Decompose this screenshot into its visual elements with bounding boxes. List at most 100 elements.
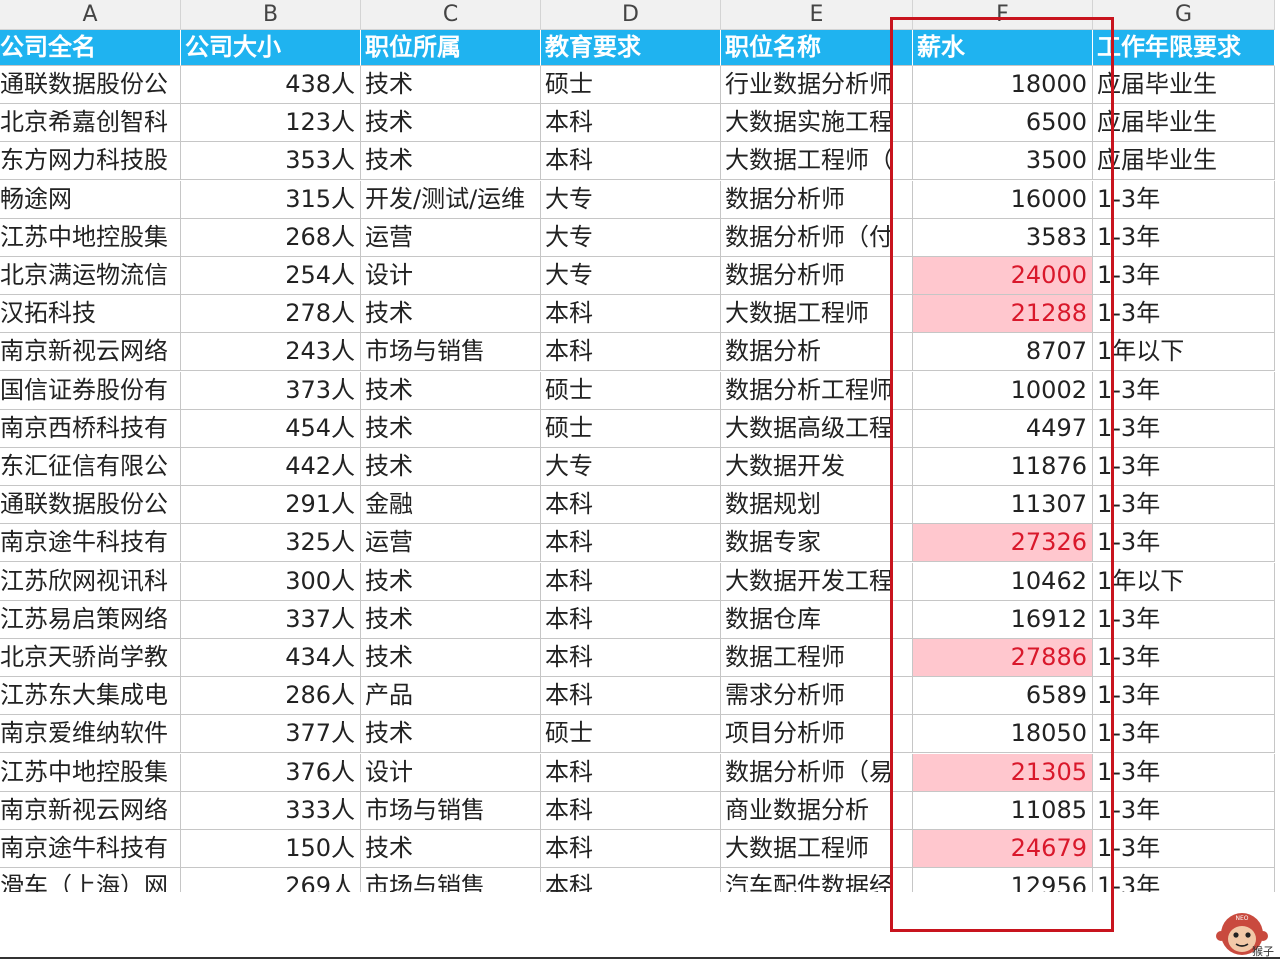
cell-edu[interactable]: 本科 [541, 486, 721, 525]
cell-dept[interactable]: 技术 [361, 142, 541, 181]
cell-size[interactable]: 333人 [181, 791, 361, 830]
cell-title[interactable]: 大数据开发 [721, 448, 913, 486]
cell-dept[interactable]: 技术 [361, 371, 541, 410]
cell-edu[interactable]: 大专 [541, 218, 721, 257]
cell-title[interactable]: 数据分析师 [721, 257, 913, 295]
cell-dept[interactable]: 设计 [361, 753, 541, 792]
cell-title[interactable]: 商业数据分析 [721, 791, 913, 830]
cell-exp[interactable]: 1-3年 [1093, 409, 1275, 448]
cell-title[interactable]: 数据分析师（付 [721, 218, 913, 257]
cell-exp[interactable]: 应届毕业生 [1093, 66, 1275, 104]
cell-edu[interactable]: 硕士 [541, 371, 721, 410]
cell-exp[interactable]: 1-3年 [1093, 715, 1275, 754]
cell-title[interactable]: 需求分析师 [721, 677, 913, 716]
cell-size[interactable]: 254人 [181, 257, 361, 295]
cell-size[interactable]: 150人 [181, 830, 361, 868]
cell-dept[interactable]: 市场与销售 [361, 333, 541, 372]
cell-size[interactable]: 315人 [181, 180, 361, 219]
cell-size[interactable]: 377人 [181, 715, 361, 754]
cell-salary[interactable]: 16000 [913, 180, 1093, 219]
cell-size[interactable]: 434人 [181, 639, 361, 677]
cell-salary[interactable]: 27326 [913, 524, 1093, 563]
column-header-b[interactable]: B [181, 0, 361, 30]
cell-edu[interactable]: 本科 [541, 791, 721, 830]
cell-dept[interactable]: 技术 [361, 830, 541, 868]
cell-company[interactable]: 江苏中地控股集 [0, 753, 181, 792]
cell-dept[interactable]: 技术 [361, 295, 541, 334]
cell-company[interactable]: 汉拓科技 [0, 295, 181, 334]
cell-salary[interactable]: 18050 [913, 715, 1093, 754]
cell-title[interactable]: 大数据工程师（ [721, 142, 913, 181]
cell-exp[interactable]: 1-3年 [1093, 486, 1275, 525]
cell-exp[interactable]: 1年以下 [1093, 562, 1275, 601]
cell-salary[interactable]: 8707 [913, 333, 1093, 372]
header-experience[interactable]: 工作年限要求 [1093, 30, 1275, 66]
cell-exp[interactable]: 1-3年 [1093, 600, 1275, 639]
cell-dept[interactable]: 开发/测试/运维 [361, 180, 541, 219]
cell-title[interactable]: 汽车配件数据经 [721, 868, 913, 893]
header-edu[interactable]: 教育要求 [541, 30, 721, 66]
cell-edu[interactable]: 本科 [541, 677, 721, 716]
cell-title[interactable]: 大数据实施工程 [721, 104, 913, 143]
cell-edu[interactable]: 本科 [541, 868, 721, 893]
cell-dept[interactable]: 市场与销售 [361, 868, 541, 893]
cell-dept[interactable]: 技术 [361, 409, 541, 448]
cell-salary[interactable]: 3583 [913, 218, 1093, 257]
cell-company[interactable]: 国信证券股份有 [0, 371, 181, 410]
cell-salary[interactable]: 16912 [913, 600, 1093, 639]
cell-dept[interactable]: 运营 [361, 524, 541, 563]
cell-salary[interactable]: 4497 [913, 409, 1093, 448]
cell-company[interactable]: 东方网力科技股 [0, 142, 181, 181]
cell-company[interactable]: 通联数据股份公 [0, 66, 181, 104]
cell-company[interactable]: 南京新视云网络 [0, 333, 181, 372]
cell-company[interactable]: 滑车（上海）网 [0, 868, 181, 893]
cell-company[interactable]: 北京满运物流信 [0, 257, 181, 295]
cell-size[interactable]: 353人 [181, 142, 361, 181]
cell-title[interactable]: 数据分析师（易 [721, 753, 913, 792]
cell-edu[interactable]: 本科 [541, 142, 721, 181]
cell-dept[interactable]: 技术 [361, 639, 541, 677]
cell-dept[interactable]: 技术 [361, 66, 541, 104]
cell-dept[interactable]: 金融 [361, 486, 541, 525]
cell-exp[interactable]: 1-3年 [1093, 371, 1275, 410]
cell-company[interactable]: 畅途网 [0, 180, 181, 219]
cell-exp[interactable]: 1-3年 [1093, 295, 1275, 334]
header-size[interactable]: 公司大小 [181, 30, 361, 66]
cell-dept[interactable]: 设计 [361, 257, 541, 295]
header-salary[interactable]: 薪水 [913, 30, 1093, 66]
cell-edu[interactable]: 大专 [541, 180, 721, 219]
cell-edu[interactable]: 本科 [541, 104, 721, 143]
column-header-c[interactable]: C [361, 0, 541, 30]
cell-exp[interactable]: 应届毕业生 [1093, 104, 1275, 143]
cell-exp[interactable]: 1-3年 [1093, 830, 1275, 868]
cell-size[interactable]: 278人 [181, 295, 361, 334]
cell-salary[interactable]: 11876 [913, 448, 1093, 486]
cell-size[interactable]: 438人 [181, 66, 361, 104]
cell-company[interactable]: 江苏中地控股集 [0, 218, 181, 257]
cell-salary[interactable]: 6500 [913, 104, 1093, 143]
cell-edu[interactable]: 本科 [541, 753, 721, 792]
cell-company[interactable]: 南京途牛科技有 [0, 524, 181, 563]
cell-exp[interactable]: 应届毕业生 [1093, 142, 1275, 181]
cell-edu[interactable]: 硕士 [541, 715, 721, 754]
cell-title[interactable]: 数据专家 [721, 524, 913, 563]
cell-size[interactable]: 454人 [181, 409, 361, 448]
cell-salary[interactable]: 24000 [913, 257, 1093, 295]
column-header-g[interactable]: G [1093, 0, 1275, 30]
cell-size[interactable]: 286人 [181, 677, 361, 716]
cell-company[interactable]: 南京爱维纳软件 [0, 715, 181, 754]
cell-size[interactable]: 325人 [181, 524, 361, 563]
cell-salary[interactable]: 21305 [913, 753, 1093, 792]
cell-edu[interactable]: 本科 [541, 562, 721, 601]
cell-title[interactable]: 数据分析 [721, 333, 913, 372]
cell-dept[interactable]: 市场与销售 [361, 791, 541, 830]
cell-edu[interactable]: 大专 [541, 448, 721, 486]
cell-title[interactable]: 数据分析工程师 [721, 371, 913, 410]
cell-dept[interactable]: 技术 [361, 715, 541, 754]
cell-company[interactable]: 北京天骄尚学教 [0, 639, 181, 677]
cell-company[interactable]: 江苏东大集成电 [0, 677, 181, 716]
header-title[interactable]: 职位名称 [721, 30, 913, 66]
cell-dept[interactable]: 运营 [361, 218, 541, 257]
cell-salary[interactable]: 6589 [913, 677, 1093, 716]
cell-exp[interactable]: 1-3年 [1093, 791, 1275, 830]
